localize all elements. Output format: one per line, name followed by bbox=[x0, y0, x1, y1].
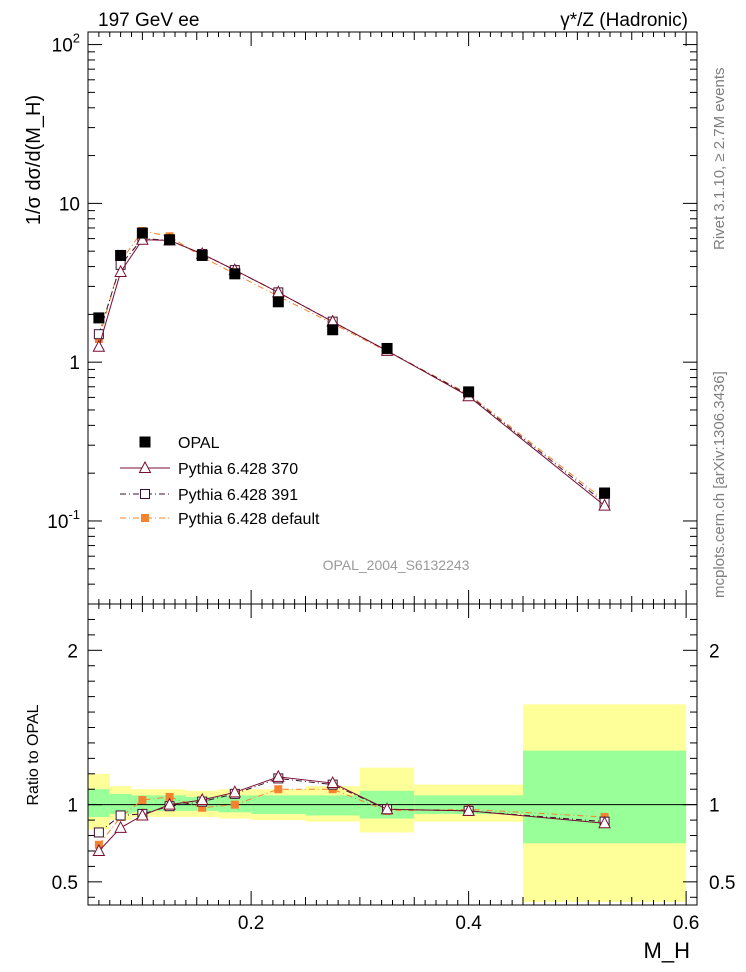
ratio-pythia-6-428-370-point bbox=[598, 816, 611, 829]
ratio-ytick-label-right: 1 bbox=[709, 796, 720, 817]
ratio-pythia-6-428-370-point bbox=[271, 769, 285, 782]
main-opal-point bbox=[115, 249, 127, 261]
main-pythia-6-428-391-point bbox=[93, 329, 104, 340]
ratio-pythia-6-428-370-point bbox=[462, 803, 475, 816]
legend: OPAL Pythia 6.428 370 Pythia 6.428 391 Pyth… bbox=[120, 435, 320, 528]
ratio-pythia-6-428-default-point bbox=[138, 796, 147, 805]
mcplots-label: mcplots.cern.ch [arXiv:1306.3436] bbox=[711, 371, 728, 598]
ratio-plot: 0.2 0.4 0.6 0.5 0.5 1 1 2 2 bbox=[52, 603, 735, 934]
header-right: γ*/Z (Hadronic) bbox=[560, 10, 688, 31]
ratio-band-inner bbox=[88, 789, 110, 818]
legend-label: Pythia 6.428 default bbox=[178, 511, 320, 528]
legend-marker bbox=[139, 436, 151, 448]
legend-marker bbox=[138, 460, 152, 473]
main-ylabel-text: 1/σ dσ/d(M_H) bbox=[23, 95, 45, 225]
ratio-xtick-label: 0.2 bbox=[238, 913, 264, 934]
main-opal-point bbox=[327, 324, 339, 336]
main-opal-point bbox=[463, 386, 475, 398]
main-ylabel: 1/σ dσ/d(M_H) bbox=[23, 95, 45, 225]
ratio-ytick-label: 0.5 bbox=[52, 873, 78, 894]
ratio-pythia-6-428-370-point bbox=[228, 785, 242, 798]
ratio-band-inner bbox=[109, 793, 132, 814]
main-pythia-6-428-370-point bbox=[136, 232, 149, 245]
ratio-pythia-6-428-391-point bbox=[115, 810, 126, 821]
ratio-ytick-label: 2 bbox=[67, 641, 78, 662]
main-pythia-6-428-391-line bbox=[98, 238, 605, 504]
ratio-pythia-6-428-default-point bbox=[230, 800, 239, 809]
main-pythia-6-428-370-point bbox=[92, 339, 106, 352]
ratio-pythia-6-428-default-point bbox=[198, 803, 207, 812]
main-opal-point bbox=[599, 487, 611, 499]
main-ytick-label: 1 bbox=[69, 353, 80, 374]
main-ytick-label: 102 bbox=[52, 31, 80, 57]
ratio-pythia-6-428-370-point bbox=[136, 808, 149, 821]
main-plot: 10-1 1 10 102 bbox=[47, 31, 698, 605]
main-opal-point bbox=[381, 342, 393, 354]
ratio-ytick-label: 1 bbox=[67, 796, 78, 817]
ratio-pythia-6-428-default-point bbox=[165, 792, 174, 801]
analysis-id: OPAL_2004_S6132243 bbox=[323, 557, 470, 573]
ratio-xtick-label: 0.4 bbox=[455, 913, 482, 934]
ratio-pythia-6-428-370-point bbox=[195, 792, 209, 806]
main-ytick-label: 10-1 bbox=[47, 507, 80, 533]
header-left: 197 GeV ee bbox=[98, 10, 199, 31]
main-pythia-6-428-370-line bbox=[98, 239, 605, 506]
ratio-pythia-6-428-370-point bbox=[326, 775, 340, 789]
ratio-pythia-6-428-370-point bbox=[92, 843, 106, 856]
ratio-xtick-label: 0.6 bbox=[673, 913, 699, 934]
main-pythia-6-428-default-line bbox=[98, 230, 605, 501]
rivet-label: Rivet 3.1.10, ≥ 2.7M events bbox=[711, 68, 728, 251]
ratio-pythia-6-428-default-point bbox=[274, 785, 283, 794]
legend-label: OPAL bbox=[178, 435, 220, 452]
ratio-ytick-label-right: 0.5 bbox=[709, 873, 735, 894]
ratio-pythia-6-428-391-point bbox=[93, 827, 104, 838]
legend-marker bbox=[140, 489, 150, 499]
main-opal-point bbox=[196, 249, 208, 261]
ratio-ylabel: Ratio to OPAL bbox=[25, 704, 42, 805]
ratio-pythia-6-428-370-point bbox=[114, 820, 127, 833]
main-opal-point bbox=[136, 227, 148, 239]
main-pythia-6-428-370-point bbox=[114, 264, 127, 277]
main-opal-point bbox=[93, 312, 105, 324]
legend-label: Pythia 6.428 391 bbox=[178, 487, 298, 504]
ratio-pythia-6-428-370-point bbox=[163, 797, 176, 810]
ratio-xlabel: M_H bbox=[644, 938, 690, 963]
main-ytick-label: 10 bbox=[59, 194, 80, 215]
main-opal-point bbox=[272, 296, 284, 308]
legend-label: Pythia 6.428 370 bbox=[178, 461, 298, 478]
ratio-band-inner bbox=[305, 795, 360, 816]
legend-marker bbox=[141, 514, 149, 522]
ratio-band-inner bbox=[523, 750, 687, 844]
ratio-pythia-6-428-370-point bbox=[380, 802, 394, 815]
main-opal-point bbox=[164, 234, 176, 246]
main-opal-point bbox=[229, 268, 241, 280]
main-pythia-6-428-370-point bbox=[598, 498, 611, 511]
ratio-ytick-label-right: 2 bbox=[709, 641, 720, 662]
